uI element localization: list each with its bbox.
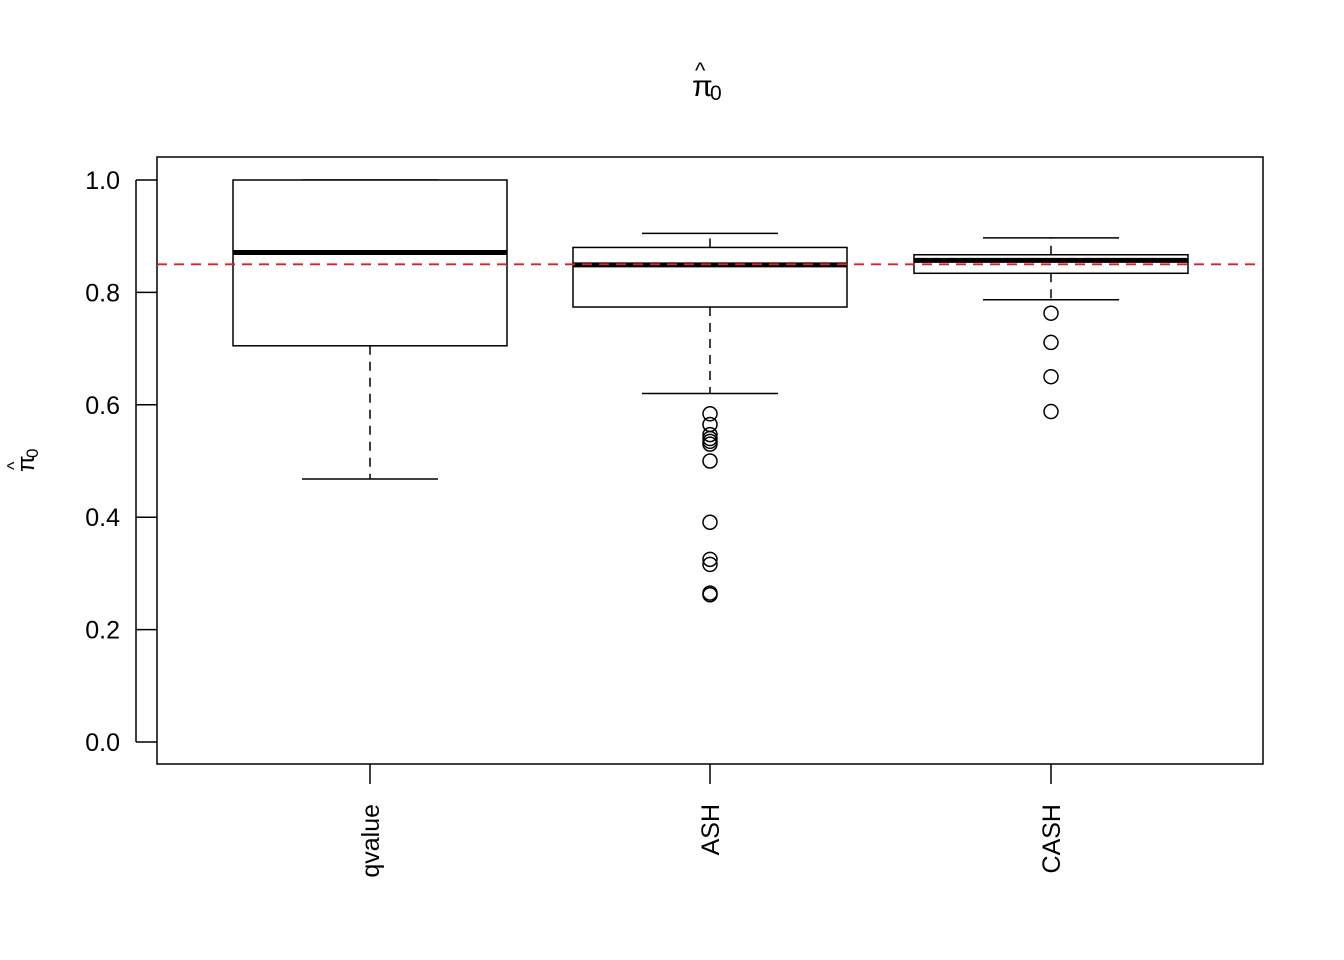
x-tick-label-qvalue: qvalue xyxy=(357,804,385,878)
outlier-point xyxy=(702,436,718,452)
boxes xyxy=(232,179,1189,603)
y-tick-label: 0.0 xyxy=(85,729,120,757)
outlier-point xyxy=(702,453,718,469)
chart-title-hat: ^ xyxy=(695,58,706,83)
iqr-box xyxy=(232,179,508,347)
outlier-point xyxy=(702,587,718,603)
y-axis-label-hat: ^ xyxy=(4,461,24,470)
y-tick-label: 0.4 xyxy=(85,504,120,532)
outlier-point xyxy=(702,514,718,531)
y-tick-label: 0.8 xyxy=(85,279,120,307)
outlier-point xyxy=(1043,368,1059,385)
box-ash xyxy=(572,232,848,603)
outlier-point xyxy=(702,426,718,443)
outlier-point xyxy=(702,556,718,573)
y-tick-label: 0.2 xyxy=(85,617,120,645)
iqr-box xyxy=(572,246,848,308)
y-axis-label-subscript: 0 xyxy=(23,449,42,458)
y-axis: 0.0 0.2 0.4 0.6 0.8 1.0 xyxy=(85,167,157,757)
outlier-point xyxy=(702,551,718,568)
y-tick-label: 1.0 xyxy=(85,167,120,195)
chart-title-subscript: 0 xyxy=(710,82,722,105)
y-axis-label-symbol: π xyxy=(13,455,40,472)
box-qvalue xyxy=(232,179,508,480)
outlier-point xyxy=(1043,403,1059,420)
outlier-point xyxy=(702,406,718,422)
y-axis-label: π ^ 0 xyxy=(4,449,42,472)
outlier-point xyxy=(1043,334,1059,351)
x-axis: qvalue ASH CASH xyxy=(357,764,1066,878)
x-tick-label-ash: ASH xyxy=(697,804,725,855)
y-tick-label: 0.6 xyxy=(85,392,120,420)
chart-title: π ^ 0 xyxy=(692,58,722,105)
outlier-point xyxy=(1043,305,1059,321)
x-tick-label-cash: CASH xyxy=(1038,804,1066,873)
chart-title-symbol: π xyxy=(692,70,713,103)
